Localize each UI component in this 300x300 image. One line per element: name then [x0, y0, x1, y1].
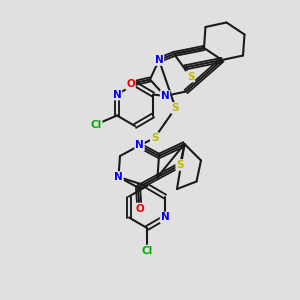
Text: N: N: [114, 172, 123, 182]
Text: N: N: [154, 55, 164, 65]
Text: N: N: [112, 89, 122, 100]
Text: S: S: [151, 133, 158, 143]
Text: S: S: [187, 71, 194, 82]
Text: N: N: [160, 91, 169, 101]
Text: S: S: [176, 160, 184, 170]
Text: Cl: Cl: [90, 119, 102, 130]
Text: O: O: [126, 79, 135, 89]
Text: S: S: [172, 103, 179, 113]
Text: N: N: [160, 212, 169, 223]
Text: O: O: [135, 203, 144, 214]
Text: N: N: [135, 140, 144, 151]
Text: Cl: Cl: [141, 245, 153, 256]
